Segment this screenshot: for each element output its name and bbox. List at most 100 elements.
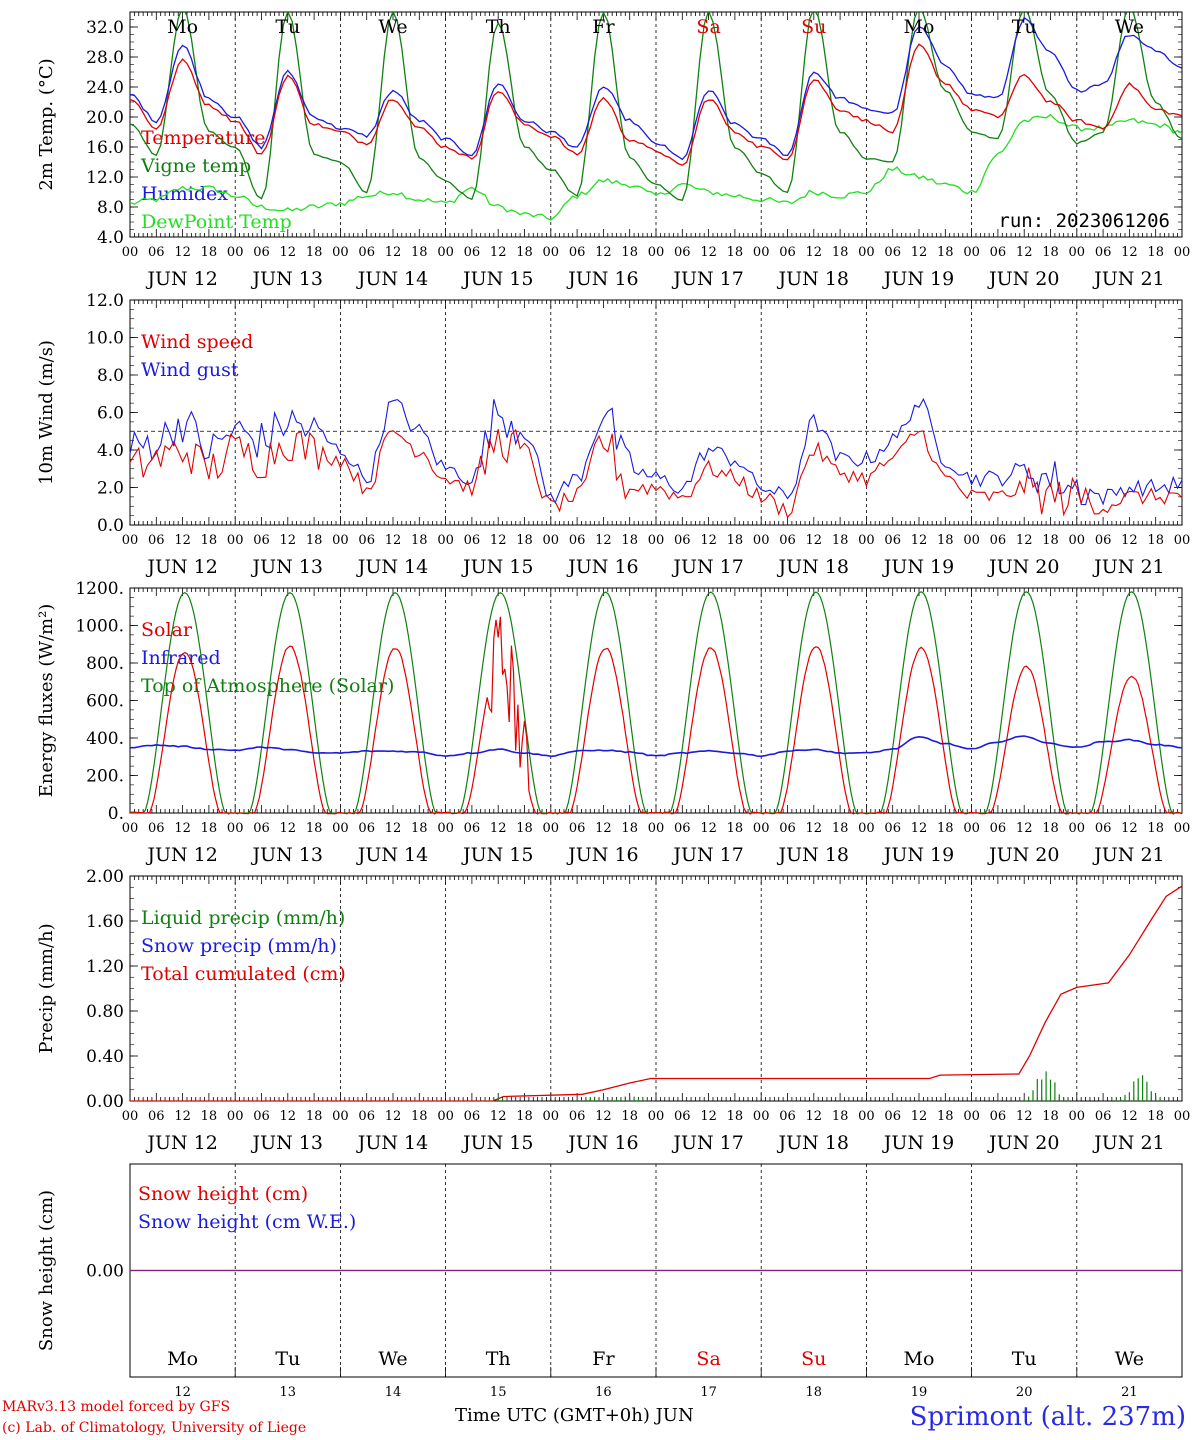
hour-label: 18 <box>1042 1109 1059 1124</box>
y-tick-label: 20.0 <box>86 108 124 128</box>
day-name: We <box>378 16 407 38</box>
day-name: Th <box>486 1348 511 1370</box>
hour-label: 12 <box>595 821 612 836</box>
date-label: JUN 20 <box>987 1132 1059 1154</box>
legend-entry: Humidex <box>141 183 228 205</box>
hour-label: 06 <box>884 821 901 836</box>
legend-entry: Infrared <box>141 647 221 669</box>
hour-label: 00 <box>858 245 875 260</box>
hour-label: 18 <box>306 245 323 260</box>
date-label: JUN 15 <box>461 268 533 290</box>
hour-label: 00 <box>332 1109 349 1124</box>
hour-label: 06 <box>464 245 481 260</box>
hour-label: 18 <box>411 821 428 836</box>
panel-energy: 0. 200. 400. 600. 800. 1000. 1200. Energy fluxe… <box>36 579 1190 866</box>
hour-label: 00 <box>648 821 665 836</box>
hour-label: 18 <box>621 245 638 260</box>
series-humidex <box>130 16 1182 161</box>
date-label: JUN 21 <box>1092 268 1164 290</box>
hour-label: 00 <box>753 245 770 260</box>
y-tick-label: 2.00 <box>86 867 124 887</box>
y-tick-label: 6.0 <box>97 404 124 424</box>
hour-label: 06 <box>884 533 901 548</box>
plot-frame <box>129 587 1183 814</box>
hour-label: 12 <box>280 245 297 260</box>
hour-label: 06 <box>464 533 481 548</box>
series-wind-gust <box>129 397 1183 506</box>
hour-label: 18 <box>1147 533 1164 548</box>
hour-label: 06 <box>148 1109 165 1124</box>
hour-label: 18 <box>727 1109 744 1124</box>
hour-label: 18 <box>832 1109 849 1124</box>
panel-wind: 0.0 2.0 4.0 6.0 8.0 10.0 12.0 10m Wind (m/s) Win… <box>36 291 1190 578</box>
y-tick-label: 24.0 <box>86 78 124 98</box>
y-tick-label: 0.40 <box>86 1047 124 1067</box>
hour-label: 00 <box>1174 821 1191 836</box>
hour-label: 00 <box>543 1109 560 1124</box>
y-tick-label: 4.0 <box>97 228 124 248</box>
y-tick-label: 200. <box>86 767 124 787</box>
hour-label: 00 <box>122 245 139 260</box>
hour-label: 06 <box>569 245 586 260</box>
y-tick-label: 8.0 <box>97 366 124 386</box>
hour-label: 18 <box>1147 821 1164 836</box>
hour-label: 18 <box>306 821 323 836</box>
hour-label: 00 <box>1174 245 1191 260</box>
hour-label: 00 <box>543 821 560 836</box>
hour-label: 12 <box>1121 1109 1138 1124</box>
hour-label: 18 <box>621 1109 638 1124</box>
hour-label: 12 <box>911 821 928 836</box>
hour-label: 12 <box>911 245 928 260</box>
day-number: 16 <box>595 1385 612 1400</box>
hour-label: 18 <box>411 245 428 260</box>
day-number: 18 <box>806 1385 823 1400</box>
hour-label: 12 <box>700 1109 717 1124</box>
hour-label: 12 <box>280 1109 297 1124</box>
date-label: JUN 18 <box>777 1132 849 1154</box>
hour-label: 18 <box>727 533 744 548</box>
date-label: JUN 19 <box>882 1132 954 1154</box>
hour-label: 12 <box>280 821 297 836</box>
date-label: JUN 16 <box>566 844 638 866</box>
hour-label: 12 <box>806 1109 823 1124</box>
hour-label: 18 <box>832 821 849 836</box>
day-name: Sa <box>696 16 720 38</box>
hour-label: 12 <box>595 245 612 260</box>
date-label: JUN 18 <box>777 268 849 290</box>
hour-label: 12 <box>174 821 191 836</box>
day-name: Mo <box>904 16 935 38</box>
date-label: JUN 17 <box>671 556 743 578</box>
hour-label: 00 <box>227 1109 244 1124</box>
hour-label: 00 <box>858 821 875 836</box>
y-axis-label: 2m Temp. (°C) <box>36 58 57 190</box>
y-tick-label: 1.60 <box>86 912 124 932</box>
hour-label: 12 <box>1016 1109 1033 1124</box>
hour-label: 00 <box>858 1109 875 1124</box>
y-tick-label: 4.0 <box>97 441 124 461</box>
lab-credit: (c) Lab. of Climatology, University of L… <box>2 1420 307 1436</box>
hour-label: 06 <box>674 821 691 836</box>
y-axis-label: Energy fluxes (W/m²) <box>36 604 57 798</box>
hour-label: 18 <box>832 533 849 548</box>
hour-label: 00 <box>437 1109 454 1124</box>
hour-label: 18 <box>937 1109 954 1124</box>
hour-label: 06 <box>1095 821 1112 836</box>
day-number: 20 <box>1016 1385 1033 1400</box>
hour-label: 06 <box>253 245 270 260</box>
date-label: JUN 15 <box>461 1132 533 1154</box>
hour-label: 12 <box>490 821 507 836</box>
date-label: JUN 18 <box>777 556 849 578</box>
date-label: JUN 16 <box>566 1132 638 1154</box>
date-label: JUN 12 <box>145 844 217 866</box>
hour-label: 12 <box>700 245 717 260</box>
hour-label: 18 <box>1147 245 1164 260</box>
hour-label: 18 <box>516 821 533 836</box>
y-axis-label: 10m Wind (m/s) <box>36 340 57 485</box>
y-tick-label: 28.0 <box>86 48 124 68</box>
meteogram: 4.0 8.0 12.0 16.0 20.0 24.0 28.0 32.0 2m Temp. (… <box>36 11 1191 1400</box>
date-label: JUN 15 <box>461 844 533 866</box>
hour-label: 12 <box>700 821 717 836</box>
station-name: Sprimont (alt. 237m) <box>909 1402 1186 1432</box>
legend-entry: Wind speed <box>141 331 253 353</box>
day-name: Mo <box>167 16 198 38</box>
